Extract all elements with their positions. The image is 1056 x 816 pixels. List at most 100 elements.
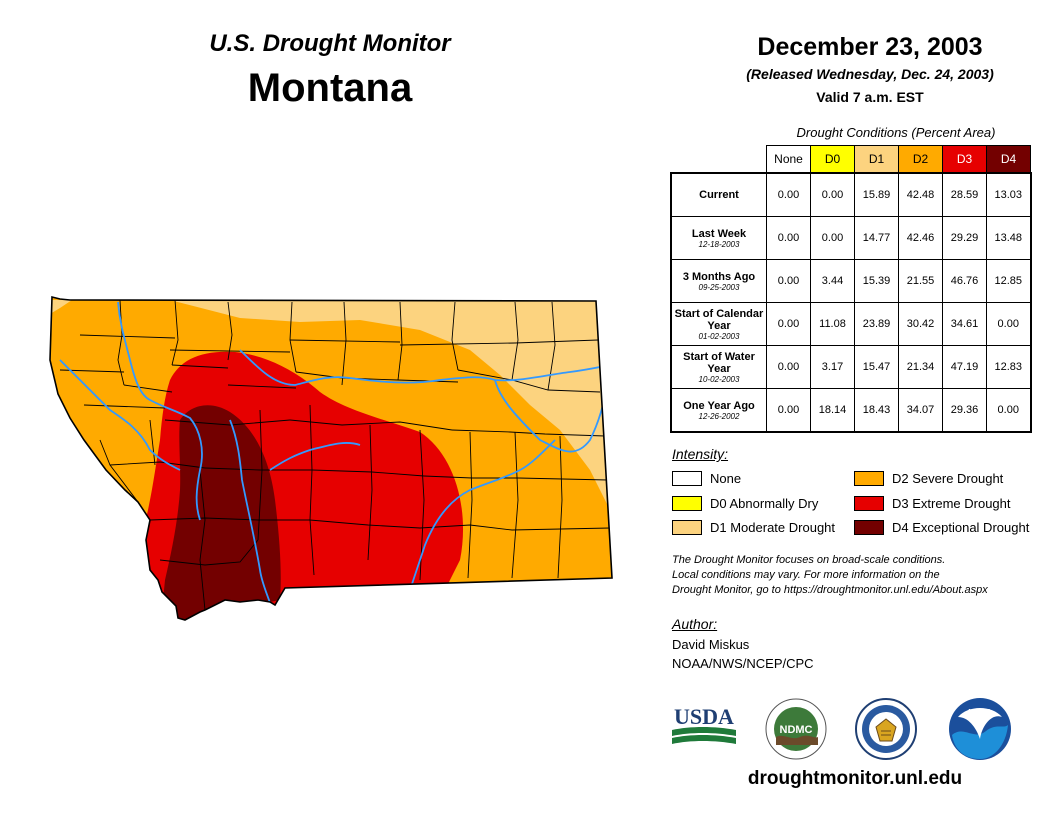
table-row: Current 0.00 0.00 15.89 42.48 28.59 13.03 <box>670 172 1032 217</box>
cell-d2: 21.55 <box>898 259 943 303</box>
cell-d2: 42.48 <box>898 172 943 217</box>
cell-d1: 18.43 <box>854 388 899 433</box>
cell-d0: 11.08 <box>810 302 855 346</box>
cell-d4: 0.00 <box>986 388 1032 433</box>
cell-d1: 23.89 <box>854 302 899 346</box>
table-row: Start of Calendar Year 01-02-2003 0.00 11.0… <box>670 302 1032 346</box>
cell-d3: 29.36 <box>942 388 987 433</box>
legend-title: Intensity: <box>672 446 729 462</box>
row-label-text: Start of Water Year <box>683 350 755 375</box>
cell-none: 0.00 <box>766 388 811 433</box>
disclaimer-note: The Drought Monitor focuses on broad-sca… <box>672 553 1052 598</box>
row-label: Last Week 12-18-2003 <box>670 216 767 260</box>
legend-item-d2: D2 Severe Drought <box>854 471 1003 486</box>
column-header-d2: D2 <box>898 145 943 174</box>
legend-label-d3: D3 Extreme Drought <box>892 496 1011 511</box>
cell-d1: 15.39 <box>854 259 899 303</box>
author-org: NOAA/NWS/NCEP/CPC <box>672 656 814 671</box>
row-date: 09-25-2003 <box>698 282 740 292</box>
cell-none: 0.00 <box>766 172 811 217</box>
county-boundaries <box>59 299 611 611</box>
noaa-logo-icon: NOAA <box>949 698 1011 760</box>
row-label: 3 Months Ago 09-25-2003 <box>670 259 767 303</box>
cell-d0: 3.17 <box>810 345 855 389</box>
row-label: Current <box>670 172 767 217</box>
legend-swatch-d3 <box>854 496 884 511</box>
legend-item-none: None <box>672 471 741 486</box>
legend-label-d0: D0 Abnormally Dry <box>710 496 819 511</box>
map-date: December 23, 2003 <box>757 33 983 61</box>
note-line-1: The Drought Monitor focuses on broad-sca… <box>672 554 946 566</box>
cell-d1: 14.77 <box>854 216 899 260</box>
note-line-3: Drought Monitor, go to https://droughtmo… <box>672 584 988 596</box>
table-row: Start of Water Year 10-02-2003 0.00 3.17 15.… <box>670 345 1032 389</box>
usda-logo-icon: USDA <box>672 704 736 744</box>
svg-text:USDA: USDA <box>674 704 734 729</box>
legend-label-d4: D4 Exceptional Drought <box>892 520 1030 535</box>
table-row: 3 Months Ago 09-25-2003 0.00 3.44 15.39 21.55… <box>670 259 1032 303</box>
cell-d3: 28.59 <box>942 172 987 217</box>
cell-d3: 47.19 <box>942 345 987 389</box>
monitor-title: U.S. Drought Monitor <box>209 30 451 57</box>
commerce-seal-icon <box>855 698 917 760</box>
cell-d1: 15.47 <box>854 345 899 389</box>
legend-swatch-d2 <box>854 471 884 486</box>
row-label-text: Last Week <box>691 227 747 240</box>
cell-none: 0.00 <box>766 216 811 260</box>
legend-swatch-d4 <box>854 520 884 535</box>
legend-label-d2: D2 Severe Drought <box>892 471 1004 486</box>
d1-region-west <box>50 300 72 320</box>
cell-d4: 13.03 <box>986 172 1032 217</box>
row-label-text: Current <box>699 189 739 201</box>
row-label: One Year Ago 12-26-2002 <box>670 388 767 433</box>
drought-conditions-table: None D0 D1 D2 D3 D4 Current 0.00 0.00 15.89… <box>670 145 1032 433</box>
author-label: Author: <box>672 616 718 632</box>
cell-d3: 34.61 <box>942 302 987 346</box>
row-date: 12-18-2003 <box>698 239 740 249</box>
legend-swatch-none <box>672 471 702 486</box>
legend-item-d0: D0 Abnormally Dry <box>672 496 818 511</box>
row-label-text: Start of Calendar Year <box>674 307 764 332</box>
row-date: 12-26-2002 <box>698 411 740 421</box>
row-label: Start of Calendar Year 01-02-2003 <box>670 302 767 346</box>
cell-d2: 42.46 <box>898 216 943 260</box>
table-corner <box>671 146 767 174</box>
note-line-2: Local conditions may vary. For more info… <box>672 569 940 581</box>
cell-none: 0.00 <box>766 259 811 303</box>
state-title: Montana <box>247 66 413 110</box>
svg-text:NOAA: NOAA <box>968 708 992 717</box>
cell-d2: 30.42 <box>898 302 943 346</box>
row-label: Start of Water Year 10-02-2003 <box>670 345 767 389</box>
legend-item-d3: D3 Extreme Drought <box>854 496 1011 511</box>
column-header-d3: D3 <box>942 145 987 174</box>
cell-d3: 46.76 <box>942 259 987 303</box>
legend-item-d1: D1 Moderate Drought <box>672 520 835 535</box>
cell-d2: 34.07 <box>898 388 943 433</box>
legend-swatch-d1 <box>672 520 702 535</box>
d4-region <box>160 405 281 620</box>
row-label-text: 3 Months Ago <box>682 270 756 283</box>
cell-d3: 29.29 <box>942 216 987 260</box>
row-date: 10-02-2003 <box>698 374 740 384</box>
legend-label-none: None <box>710 471 742 486</box>
legend-label-d1: D1 Moderate Drought <box>710 520 836 535</box>
cell-d1: 15.89 <box>854 172 899 217</box>
row-date: 01-02-2003 <box>698 331 740 341</box>
cell-d0: 0.00 <box>810 216 855 260</box>
column-header-d4: D4 <box>986 145 1031 174</box>
state-outline <box>49 295 613 621</box>
ndmc-logo-icon: NDMC <box>765 698 827 760</box>
cell-none: 0.00 <box>766 302 811 346</box>
cell-d4: 13.48 <box>986 216 1032 260</box>
cell-d4: 12.85 <box>986 259 1032 303</box>
cell-d0: 18.14 <box>810 388 855 433</box>
rivers <box>59 301 609 611</box>
cell-d4: 12.83 <box>986 345 1032 389</box>
cell-d0: 3.44 <box>810 259 855 303</box>
author-name: David Miskus <box>672 637 750 652</box>
row-label-text: One Year Ago <box>683 399 755 412</box>
montana-drought-map <box>49 295 613 621</box>
cell-d0: 0.00 <box>810 172 855 217</box>
table-row: One Year Ago 12-26-2002 0.00 18.14 18.43 34.0… <box>670 388 1032 433</box>
cell-d2: 21.34 <box>898 345 943 389</box>
